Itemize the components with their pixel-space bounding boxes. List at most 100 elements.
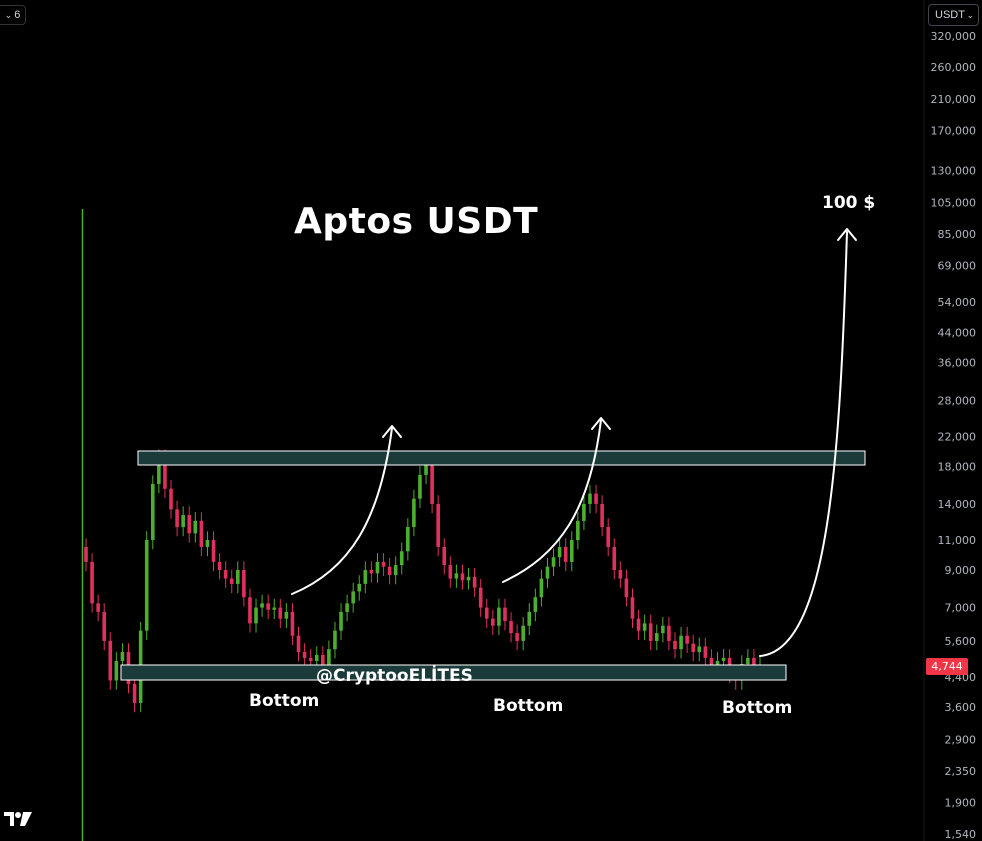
- candle-down: [618, 570, 623, 579]
- candle-down: [442, 546, 447, 566]
- candle-down: [132, 683, 137, 703]
- candle-down: [491, 618, 495, 626]
- candle-up: [393, 565, 398, 576]
- candle-down: [387, 566, 392, 576]
- candle-up: [150, 483, 155, 540]
- price-axis[interactable]: 320,000 260,000 210,000 170,000 130,000 105,0…: [931, 30, 977, 841]
- candle-up: [746, 657, 750, 665]
- candle-up: [539, 578, 544, 598]
- rally-arrow-1-head: [382, 425, 402, 438]
- candle-down: [460, 573, 465, 581]
- candle-down: [211, 539, 216, 562]
- chart-title: Aptos USDT: [294, 201, 539, 242]
- rally-arrow-2: [502, 419, 602, 583]
- candle-up: [424, 462, 428, 475]
- candle-up: [679, 635, 683, 650]
- candle-up: [576, 520, 580, 540]
- price-tick-label: 7,000: [945, 602, 977, 615]
- candle-down: [169, 488, 173, 510]
- candle-up: [236, 570, 240, 584]
- price-tick-label: 2,900: [945, 733, 977, 746]
- candle-down: [217, 561, 222, 571]
- candle-down: [448, 565, 453, 579]
- candle-up: [254, 607, 258, 624]
- candle-down: [108, 640, 113, 681]
- price-tick-label: 170,000: [931, 125, 977, 138]
- candle-down: [223, 570, 228, 579]
- rally-arrow-2-head: [591, 417, 611, 430]
- price-tick-label: 11,000: [938, 534, 977, 547]
- rally-arrow-1: [291, 427, 393, 595]
- candle-down: [667, 625, 671, 641]
- candle-up: [412, 498, 416, 527]
- chevron-down-icon: ⌄: [4, 9, 13, 20]
- target-arrow: [759, 231, 848, 657]
- candle-down: [752, 657, 756, 671]
- candle-down: [624, 578, 629, 598]
- tradingview-logo[interactable]: [4, 810, 34, 828]
- candle-up: [339, 611, 343, 631]
- candle-down: [563, 546, 568, 562]
- candle-down: [430, 462, 434, 504]
- candle-down: [90, 561, 94, 604]
- candle-up: [533, 597, 538, 612]
- price-tick-label: 36,000: [938, 357, 977, 370]
- candle-down: [648, 623, 653, 641]
- candle-down: [685, 635, 689, 644]
- candle-up: [454, 573, 459, 579]
- resistance-zone: [137, 450, 866, 466]
- candle-down: [102, 611, 107, 641]
- price-tick-label: 28,000: [938, 394, 977, 407]
- price-tick-label: 105,000: [931, 197, 977, 210]
- candle-down: [290, 611, 295, 636]
- candle-down: [594, 493, 598, 504]
- candle-up: [327, 649, 331, 668]
- candle-up: [588, 493, 592, 504]
- price-tick-label: 3,600: [945, 701, 977, 714]
- candle-down: [436, 503, 440, 547]
- bottom-label-3: Bottom: [722, 698, 793, 718]
- candle-up: [497, 607, 501, 626]
- candle-down: [472, 576, 477, 588]
- candle-down: [381, 561, 386, 567]
- candle-down: [278, 607, 283, 619]
- candle-up: [375, 561, 380, 574]
- price-tick-label: 2,350: [945, 765, 977, 778]
- bottom-label-2: Bottom: [493, 696, 564, 716]
- candle-up: [661, 625, 665, 634]
- candle-down: [308, 657, 313, 661]
- current-price-badge: 4,744: [926, 658, 968, 675]
- price-tick-label: 260,000: [931, 61, 977, 74]
- price-tick-label: 18,000: [938, 460, 977, 473]
- candle-up: [260, 603, 264, 608]
- candle-up: [418, 474, 422, 499]
- price-tick-label: 54,000: [938, 296, 977, 309]
- candle-down: [600, 503, 604, 527]
- bottom-label-1: Bottom: [249, 691, 320, 711]
- candle-up: [569, 539, 574, 562]
- candle-up: [697, 646, 702, 653]
- candle-up: [314, 654, 319, 661]
- candle-down: [636, 618, 641, 631]
- candle-up: [399, 551, 404, 566]
- interval-selector[interactable]: ⌄ 6: [0, 5, 26, 25]
- candle-down: [478, 587, 483, 608]
- candles-layer: [84, 449, 762, 713]
- candle-up: [721, 657, 726, 661]
- candle-up: [527, 611, 532, 626]
- candle-up: [333, 630, 337, 650]
- candle-up: [157, 458, 161, 484]
- candle-down: [630, 597, 635, 619]
- candle-up: [557, 546, 562, 558]
- candle-up: [193, 520, 198, 534]
- candle-up: [351, 591, 355, 604]
- price-tick-label: 1,900: [945, 797, 977, 810]
- interval-value: 6: [14, 9, 21, 21]
- candle-up: [521, 625, 525, 641]
- price-tick-label: 210,000: [931, 93, 977, 106]
- candle-up: [272, 607, 277, 610]
- price-tick-label: 5,600: [945, 635, 977, 648]
- currency-selector[interactable]: USDT ⌄: [928, 4, 979, 26]
- candle-up: [345, 603, 349, 612]
